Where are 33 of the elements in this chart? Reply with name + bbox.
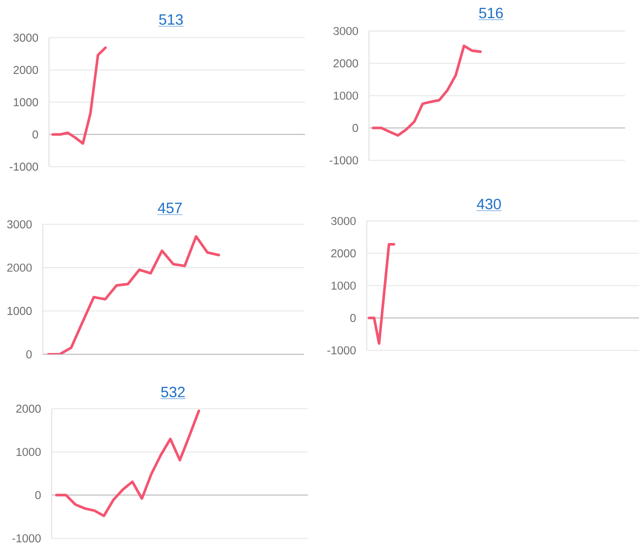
chart-title: 430 [476,198,501,210]
y-tick-label: 1000 [334,92,358,100]
chart-title: 516 [479,8,503,18]
y-tick-label: -1000 [12,534,41,542]
y-tick-label: 3000 [333,26,358,36]
y-tick-label: 1000 [16,448,41,456]
y-tick-label: 3000 [13,34,38,42]
y-tick-label: 3000 [331,216,356,226]
y-tick-label: 0 [26,350,32,358]
chart-title: 457 [158,202,182,214]
chart-title: 513 [159,14,183,25]
y-tick-label: 1000 [14,98,38,106]
y-tick-label: -1000 [10,162,38,171]
y-tick-label: -1000 [330,156,358,164]
y-tick-label: 0 [32,130,38,138]
y-tick-label: 2000 [14,66,38,74]
y-tick-label: 2000 [334,59,358,68]
line-series [368,242,396,345]
y-tick-label: 0 [350,314,356,322]
y-tick-label: 2000 [7,264,32,272]
line-series [51,46,107,145]
line-series [372,44,482,137]
y-tick-label: 0 [352,124,358,132]
y-tick-label: 2000 [331,249,356,258]
y-tick-label: 3000 [7,220,32,228]
y-tick-label: 1000 [332,282,356,290]
chart-title: 532 [161,386,185,398]
y-tick-label: 2000 [16,404,41,413]
y-tick-label: 1000 [8,306,32,316]
line-series [55,410,200,518]
y-tick-label: -1000 [327,346,356,354]
y-tick-label: 0 [35,491,41,500]
line-series [47,235,220,354]
